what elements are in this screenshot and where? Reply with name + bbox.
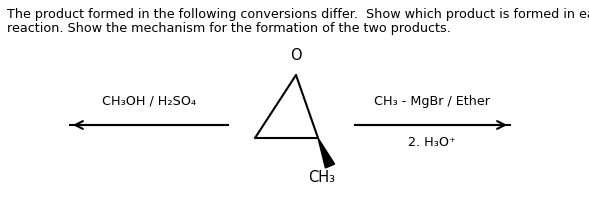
Polygon shape bbox=[318, 138, 335, 168]
Text: 2. H₃O⁺: 2. H₃O⁺ bbox=[408, 136, 456, 149]
Text: O: O bbox=[290, 48, 302, 63]
Text: CH₃: CH₃ bbox=[308, 170, 335, 185]
Text: CH₃ - MgBr / Ether: CH₃ - MgBr / Ether bbox=[374, 95, 490, 108]
Text: reaction. Show the mechanism for the formation of the two products.: reaction. Show the mechanism for the for… bbox=[7, 22, 451, 35]
Text: CH₃OH / H₂SO₄: CH₃OH / H₂SO₄ bbox=[102, 95, 196, 108]
Text: The product formed in the following conversions differ.  Show which product is f: The product formed in the following conv… bbox=[7, 8, 589, 21]
